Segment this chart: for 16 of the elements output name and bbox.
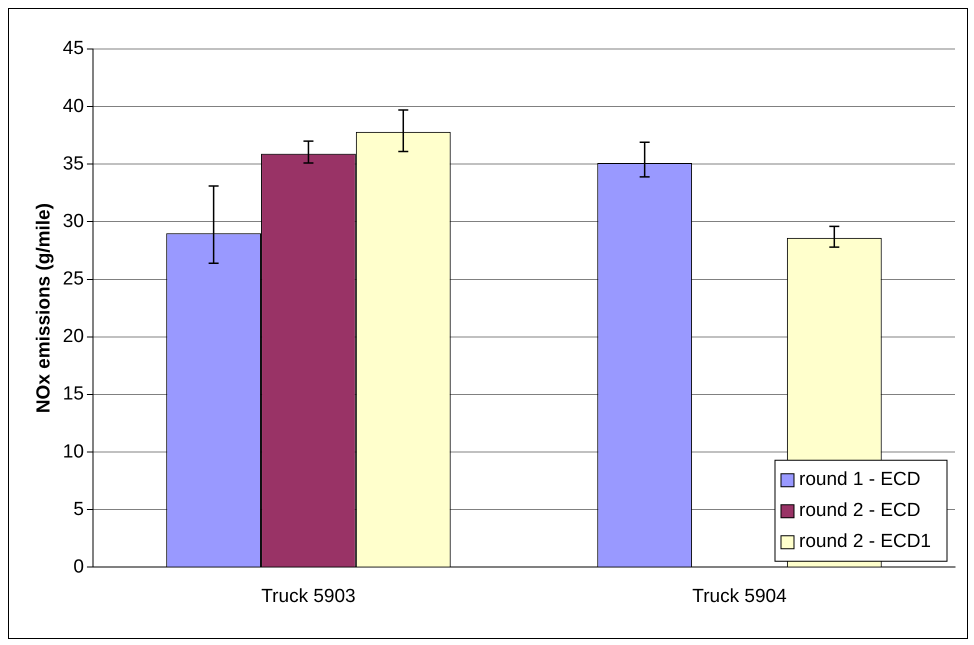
x-tick-label: Truck 5904 <box>692 586 788 607</box>
x-tick-label: Truck 5903 <box>261 586 356 607</box>
legend-label: round 2 - ECD1 <box>798 530 932 552</box>
y-tick-label: 5 <box>73 498 84 520</box>
legend-label: round 2 - ECD <box>798 500 920 521</box>
y-axis-title: NOx emissions (g/mile) <box>34 203 55 414</box>
y-tick-label: 40 <box>62 96 84 117</box>
legend-label: round 1 - ECD <box>798 468 920 490</box>
y-tick-label: 35 <box>62 153 84 174</box>
y-tick-label: 45 <box>62 38 84 60</box>
y-tick-label: 10 <box>62 441 84 462</box>
y-tick-label: 20 <box>62 326 84 348</box>
y-tick-label: 30 <box>62 210 84 232</box>
y-tick-label: 25 <box>62 268 84 290</box>
y-tick-label: 15 <box>62 384 84 405</box>
y-tick-label: 0 <box>73 556 84 578</box>
